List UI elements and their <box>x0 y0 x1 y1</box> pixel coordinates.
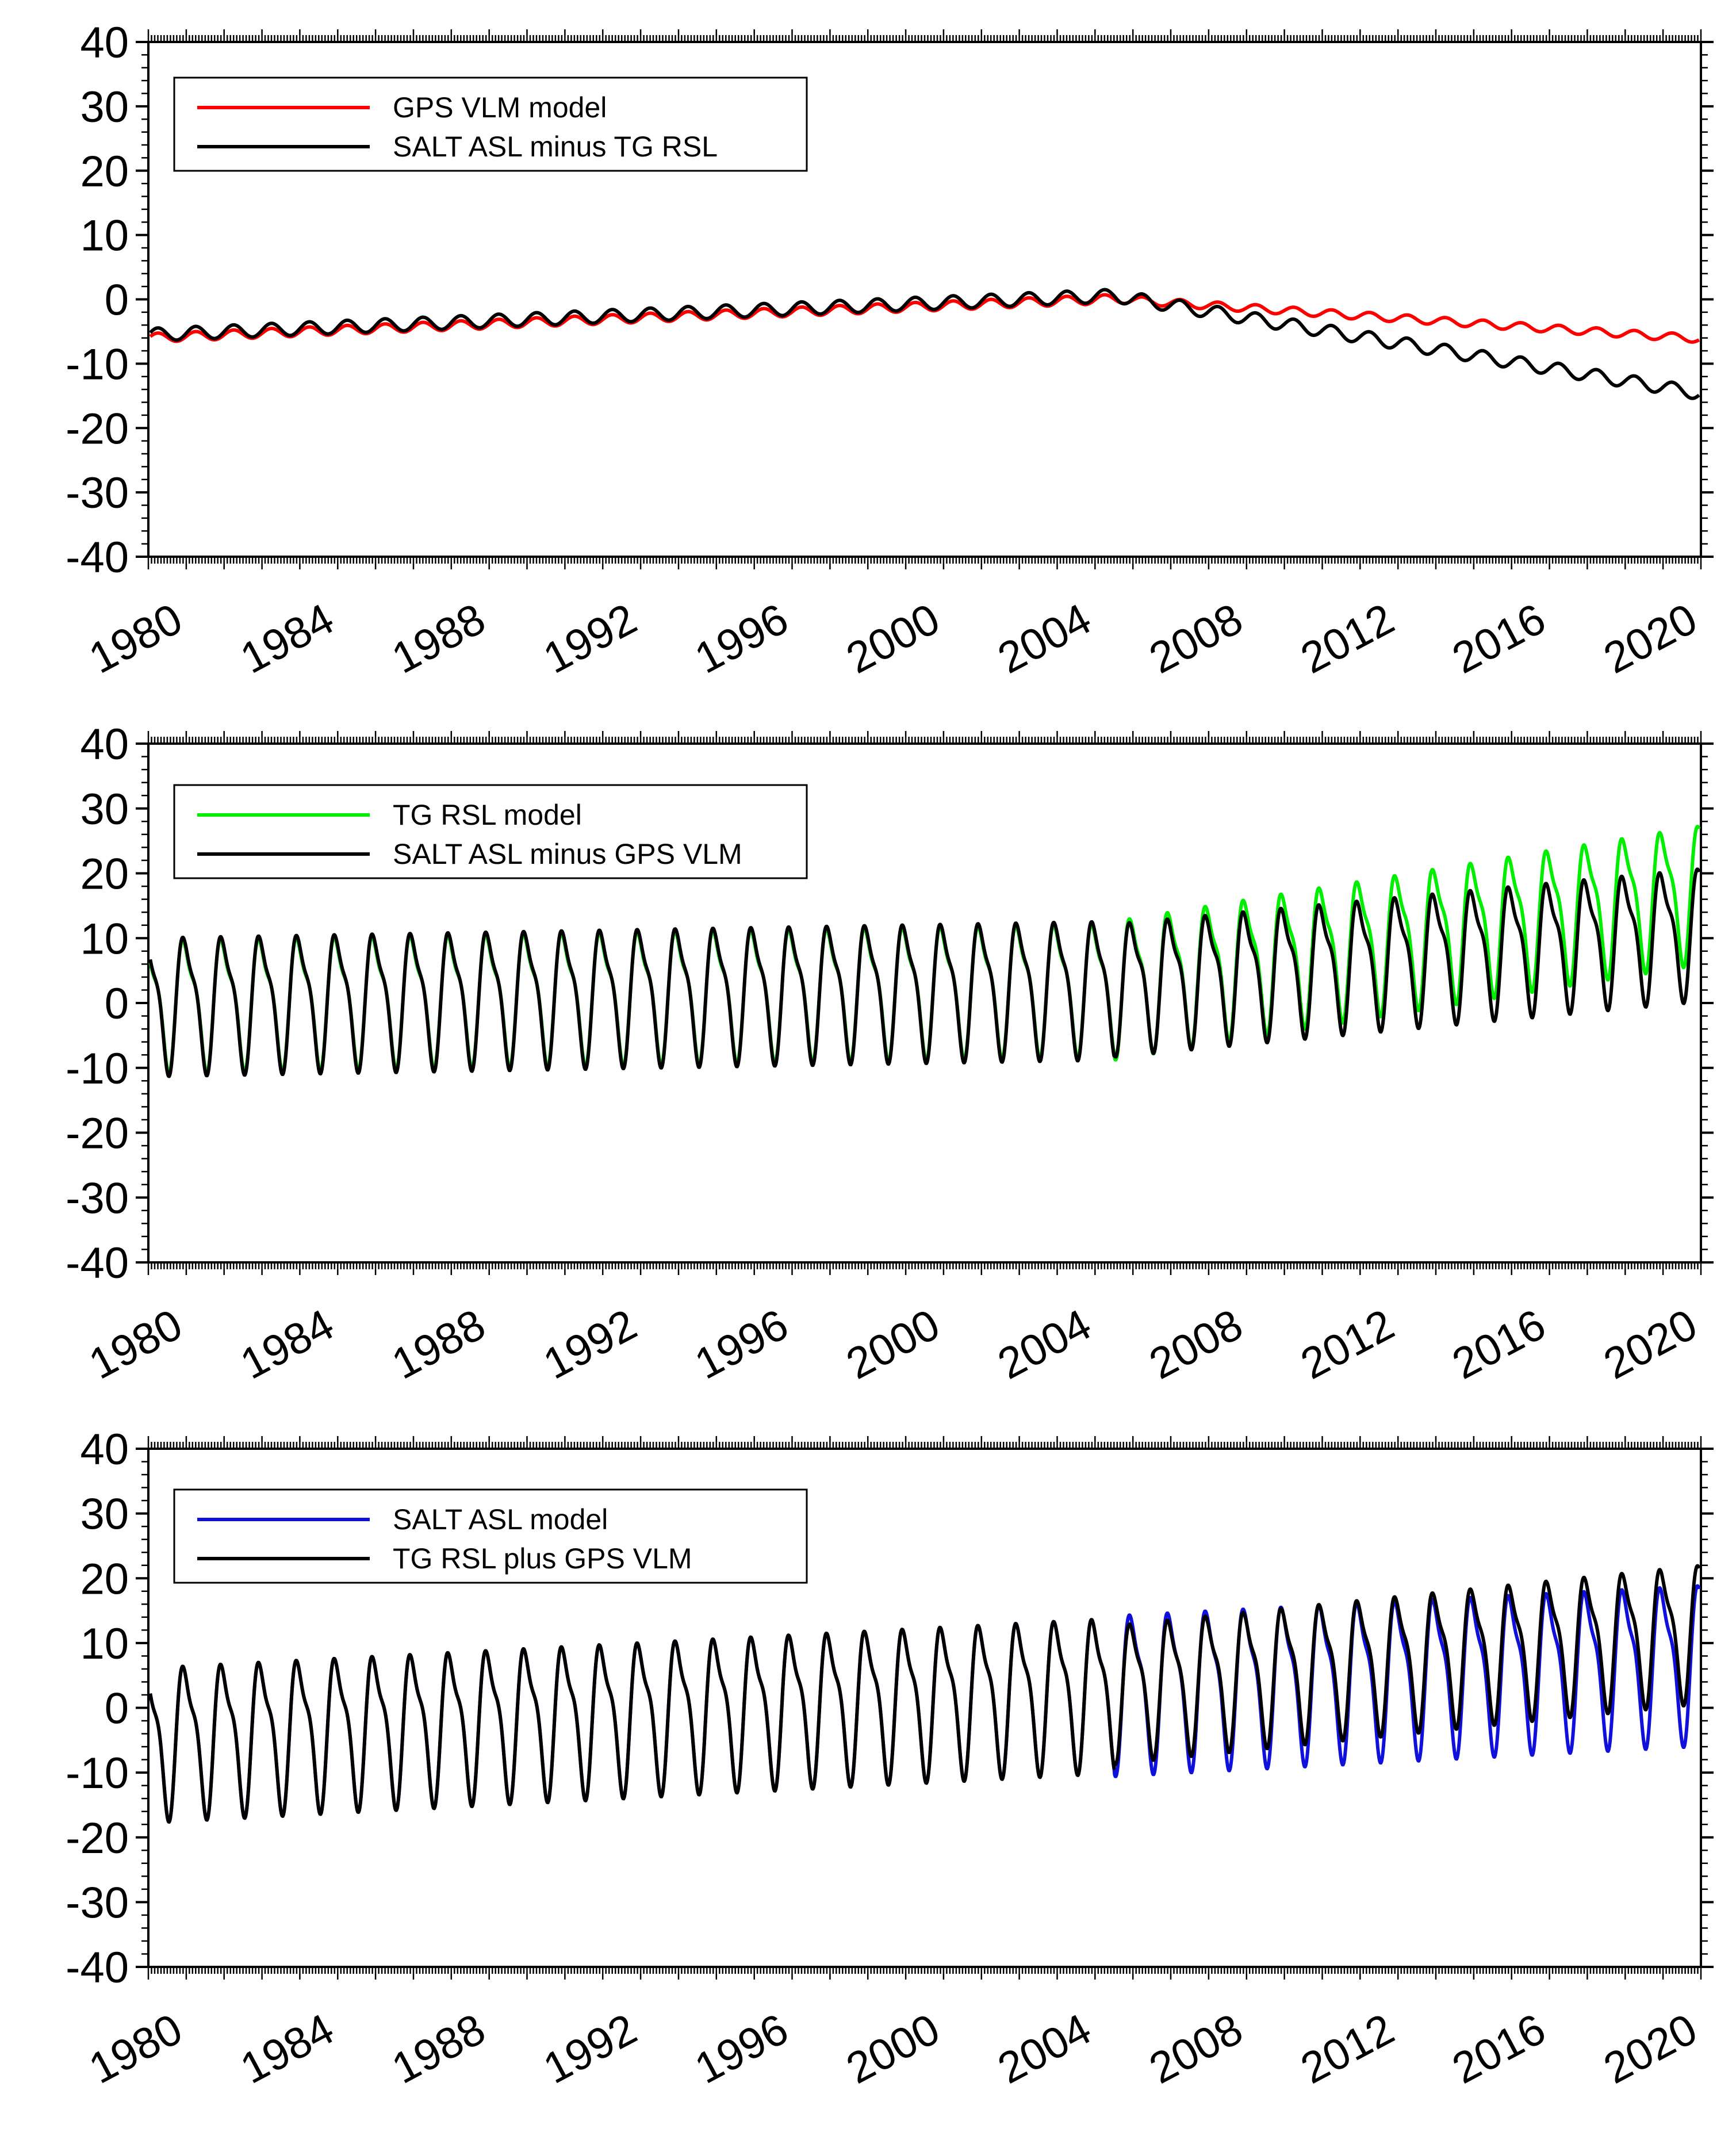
x-tick-label: 2000 <box>839 1300 948 1388</box>
y-tick-label: -10 <box>66 1044 129 1093</box>
x-tick-label: 1980 <box>81 1300 190 1388</box>
y-tick-label: -10 <box>66 1749 129 1798</box>
x-tick-label: 1980 <box>81 2004 190 2093</box>
y-tick-label: 10 <box>80 212 129 261</box>
x-tick-label: 1988 <box>384 594 493 683</box>
y-tick-label: -20 <box>66 1814 129 1863</box>
x-tick-label: 2020 <box>1596 2004 1705 2093</box>
y-tick-label: 20 <box>80 850 129 899</box>
legend-label: SALT ASL minus TG RSL <box>393 131 718 163</box>
legend-box <box>173 76 808 172</box>
y-tick-label: -30 <box>66 1174 129 1223</box>
x-tick-label: 1992 <box>536 1300 645 1388</box>
x-tick-label: 1984 <box>233 2004 342 2093</box>
x-tick-label: 2000 <box>839 594 948 683</box>
x-tick-label: 1996 <box>687 2004 796 2093</box>
x-tick-label: 1988 <box>384 1300 493 1388</box>
y-tick-label: 30 <box>80 785 129 834</box>
y-tick-label: 0 <box>105 276 129 325</box>
y-tick-label: 0 <box>105 1685 129 1733</box>
y-tick-label: 10 <box>80 914 129 963</box>
x-tick-label: 2016 <box>1444 1300 1553 1388</box>
x-tick-label: 1992 <box>536 594 645 683</box>
legend-label: TG RSL model <box>393 799 582 831</box>
x-tick-label: 2016 <box>1444 594 1553 683</box>
legend-label: SALT ASL model <box>393 1503 608 1536</box>
x-tick-label: 2020 <box>1596 1300 1705 1388</box>
y-tick-label: 40 <box>80 18 129 67</box>
legend-label: SALT ASL minus GPS VLM <box>393 838 742 870</box>
x-tick-label: 2012 <box>1293 594 1402 683</box>
legend-label: GPS VLM model <box>393 91 607 124</box>
x-tick-label: 2004 <box>990 1300 1099 1388</box>
x-tick-label: 2004 <box>990 2004 1099 2093</box>
x-tick-label: 2008 <box>1141 1300 1250 1388</box>
legend: SALT ASL model TG RSL plus GPS VLM <box>173 1488 808 1584</box>
y-tick-label: 30 <box>80 83 129 132</box>
legend-label: TG RSL plus GPS VLM <box>393 1542 692 1575</box>
panel-2: 40 30 20 10 0 -10 -20 -30 -40 1980 1984 1988 1992 199… <box>66 720 1714 1389</box>
x-minor-ticks <box>147 29 1702 569</box>
series-line-2 <box>148 1564 1701 1824</box>
x-tick-label: 2012 <box>1293 1300 1402 1388</box>
y-tick-label: 10 <box>80 1620 129 1668</box>
y-tick-label: 40 <box>80 1425 129 1474</box>
x-tick-label: 2016 <box>1444 2004 1553 2093</box>
x-tick-label: 1984 <box>233 1300 342 1388</box>
series-line-2 <box>149 288 1700 400</box>
y-tick-label: 30 <box>80 1490 129 1539</box>
y-tick-label: 20 <box>80 147 129 196</box>
x-minor-ticks <box>147 1436 1702 1980</box>
y-tick-label: -20 <box>66 404 129 453</box>
legend-box <box>173 1488 808 1584</box>
y-tick-label: -40 <box>66 1239 129 1288</box>
x-tick-label: 2020 <box>1596 594 1705 683</box>
y-tick-label: -30 <box>66 1878 129 1927</box>
y-tick-label: -30 <box>66 469 129 518</box>
x-tick-label: 1996 <box>687 1300 796 1388</box>
y-tick-label: 20 <box>80 1555 129 1603</box>
y-tick-label: -40 <box>66 1943 129 1992</box>
x-tick-label: 2008 <box>1141 2004 1250 2093</box>
x-tick-label: 2004 <box>990 594 1099 683</box>
legend-box <box>173 784 808 879</box>
legend: GPS VLM model SALT ASL minus TG RSL <box>173 76 808 172</box>
x-tick-label: 2000 <box>839 2004 948 2093</box>
y-tick-label: -20 <box>66 1109 129 1158</box>
series-line-2 <box>148 867 1701 1078</box>
y-tick-label: -40 <box>66 533 129 582</box>
x-tick-label: 1992 <box>536 2004 645 2093</box>
x-tick-label: 1980 <box>81 594 190 683</box>
x-tick-label: 1988 <box>384 2004 493 2093</box>
panel-1: 40 30 20 10 0 -10 -20 -30 -40 1980 1984 1988 1992 199… <box>66 18 1714 683</box>
x-minor-ticks <box>147 731 1702 1275</box>
y-tick-label: 0 <box>105 979 129 1028</box>
panel-3: 40 30 20 10 0 -10 -20 -30 -40 1980 1984 1988 1992 199… <box>66 1425 1714 2093</box>
y-tick-label: -10 <box>66 340 129 389</box>
x-tick-label: 2008 <box>1141 594 1250 683</box>
x-tick-label: 1996 <box>687 594 796 683</box>
x-tick-label: 2012 <box>1293 2004 1402 2093</box>
y-tick-label: 40 <box>80 720 129 769</box>
x-tick-label: 1984 <box>233 594 342 683</box>
legend: TG RSL model SALT ASL minus GPS VLM <box>173 784 808 879</box>
